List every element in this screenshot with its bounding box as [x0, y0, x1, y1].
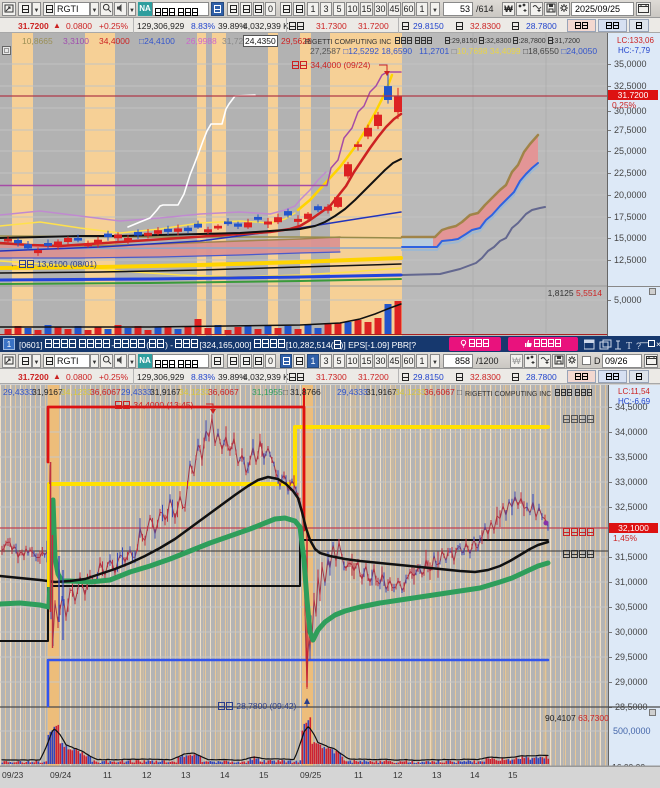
svg-text:T: T: [626, 341, 632, 351]
svg-text:?: ?: [636, 341, 641, 351]
